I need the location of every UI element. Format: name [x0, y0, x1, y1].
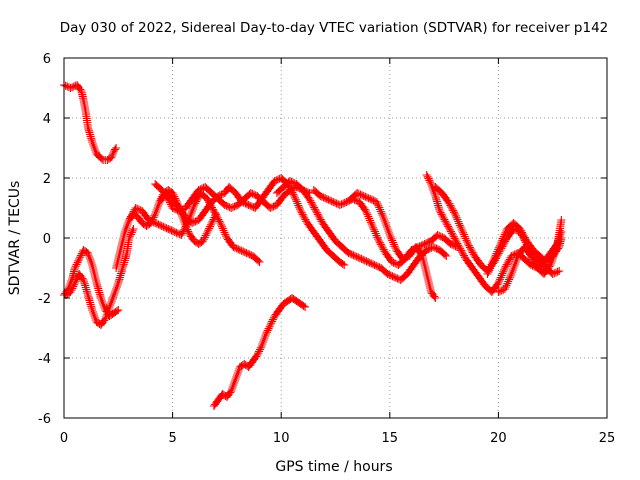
y-tick-label-3: 0 [43, 232, 51, 247]
series-arc-11 [346, 189, 440, 302]
y-axis-label: SDTVAR / TECUs [7, 181, 23, 296]
y-tick-label-0: -6 [38, 412, 51, 427]
series-arc-5 [125, 189, 264, 266]
x-tick-label-0: 0 [60, 431, 68, 446]
x-tick-label-1: 5 [168, 431, 176, 446]
y-tick-label-1: -4 [38, 352, 51, 367]
tick-labels: 0 5 10 15 20 25 -6 -4 -2 0 2 4 6 [38, 52, 615, 446]
series-arc-15 [494, 216, 566, 296]
marker-trail-10 [346, 189, 440, 302]
plot-area [60, 81, 566, 410]
series-arc-8 [209, 294, 310, 410]
y-tick-label-2: -2 [38, 292, 51, 307]
x-tick-label-4: 20 [490, 431, 507, 446]
marker-trail-14 [494, 216, 566, 296]
x-tick-label-3: 15 [382, 431, 399, 446]
y-tick-label-4: 2 [43, 172, 51, 187]
x-tick-label-2: 10 [273, 431, 290, 446]
marker-trail-7 [209, 294, 310, 410]
marker-trail-0 [60, 81, 121, 164]
x-tick-label-5: 25 [599, 431, 616, 446]
axis-ticks [63, 57, 608, 419]
marker-trail-8 [272, 177, 451, 284]
series-arc-1 [60, 81, 121, 164]
chart-title: Day 030 of 2022, Sidereal Day-to-day VTE… [60, 20, 609, 36]
x-axis-label: GPS time / hours [275, 459, 392, 475]
marker-trail-2 [62, 225, 138, 329]
marker-trail-4 [125, 189, 264, 266]
series-arc-3 [62, 225, 138, 329]
series-arc-9 [272, 177, 451, 284]
data-marks [60, 81, 566, 410]
y-tick-label-6: 6 [43, 52, 51, 67]
y-tick-label-5: 4 [43, 112, 51, 127]
